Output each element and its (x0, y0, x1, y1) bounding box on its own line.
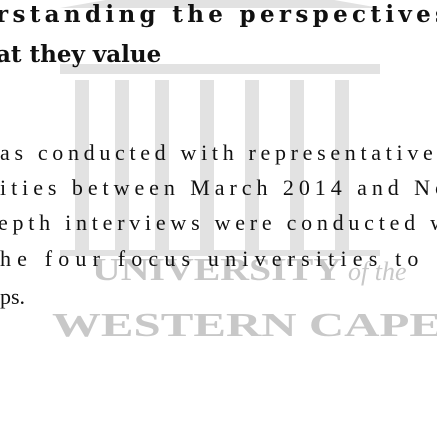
watermark-building (60, 0, 380, 256)
watermark-university: UNIVERSITY (92, 251, 342, 287)
body-line: epth interviews were conducted w (0, 210, 437, 235)
body-line: ities between March 2014 and No (0, 175, 437, 200)
pediment (60, 0, 380, 8)
watermark-of-the: of the (348, 257, 407, 286)
body-line: he four focus universities to e (0, 246, 437, 271)
heading-line: rstanding the perspectives (0, 1, 437, 28)
column (115, 80, 129, 250)
column (75, 80, 89, 250)
base (60, 250, 380, 256)
column (335, 80, 349, 250)
watermark-western-cape: WESTERN CAPE (52, 307, 437, 344)
body-line: as conducted with representatives (0, 140, 437, 165)
column (155, 80, 169, 250)
body-line: ps. (0, 284, 25, 309)
entablature (60, 64, 380, 74)
column (200, 80, 214, 250)
column (245, 80, 259, 250)
heading-line: at they value (0, 41, 161, 68)
column (290, 80, 304, 250)
